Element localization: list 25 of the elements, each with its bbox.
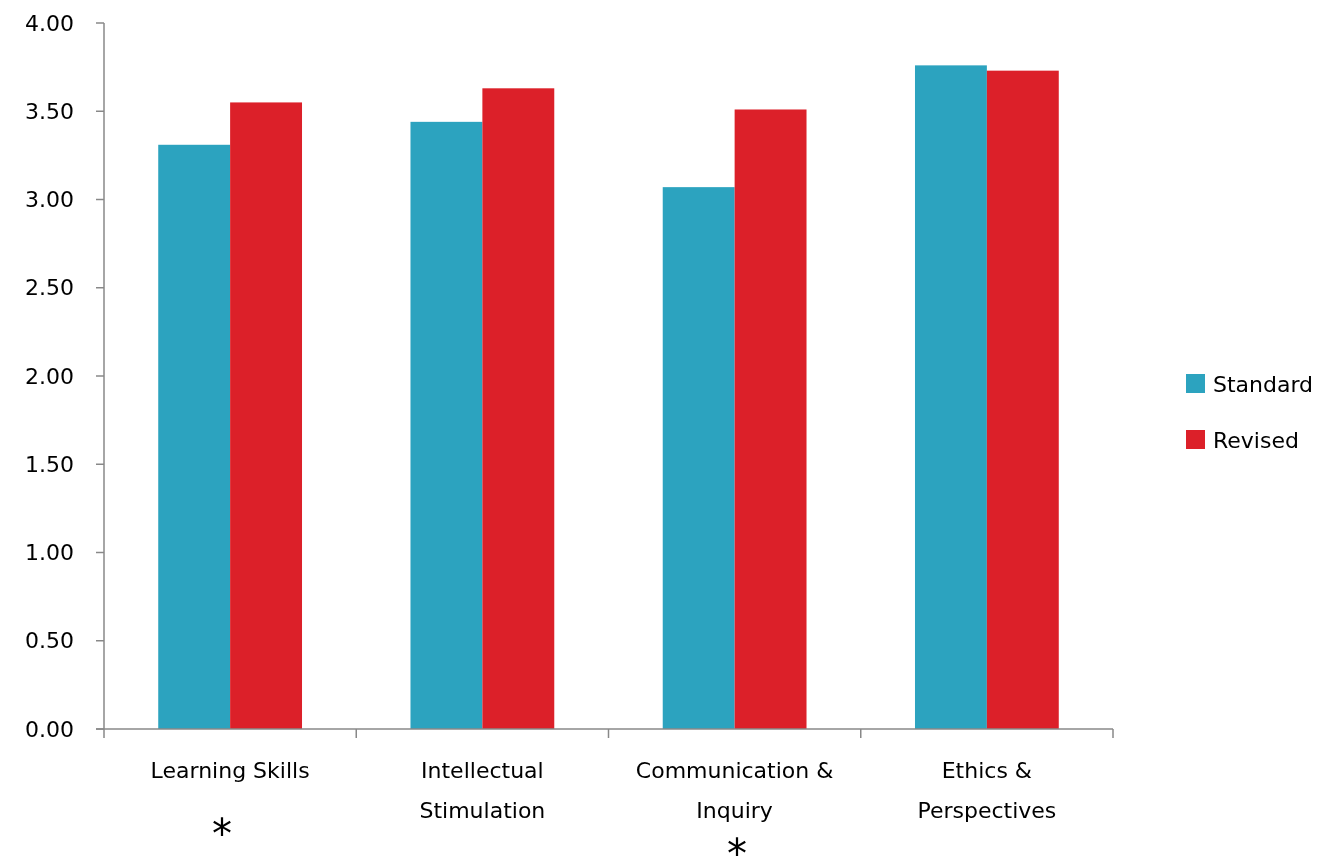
bar bbox=[914, 65, 987, 729]
y-tick-label: 3.00 bbox=[25, 187, 74, 213]
text: * bbox=[212, 811, 232, 857]
y-tick-label: 4.00 bbox=[25, 10, 74, 36]
bar bbox=[662, 187, 735, 729]
x-tick-label: Intellectual Stimulation bbox=[419, 758, 546, 823]
text: * bbox=[727, 831, 747, 864]
y-tick-label: 0.00 bbox=[25, 716, 74, 742]
bar bbox=[482, 88, 555, 729]
bar bbox=[230, 102, 303, 729]
bar bbox=[734, 109, 807, 729]
y-tick-label: 1.00 bbox=[25, 540, 74, 566]
y-tick-label: 3.50 bbox=[25, 98, 74, 124]
y-tick-label: 0.50 bbox=[25, 628, 74, 654]
bar bbox=[410, 121, 483, 729]
legend-label: Standard bbox=[1213, 371, 1314, 397]
bar bbox=[158, 144, 231, 729]
x-tick-label: Ethics & Perspectives bbox=[917, 758, 1057, 823]
y-tick-label: 1.50 bbox=[25, 451, 74, 477]
bar bbox=[986, 70, 1059, 729]
legend-label: Revised bbox=[1213, 427, 1299, 453]
y-tick-label: 2.00 bbox=[25, 363, 74, 389]
x-tick-label: Communication & Inquiry bbox=[635, 758, 834, 823]
x-tick-label: Learning Skills bbox=[150, 758, 310, 783]
y-tick-label: 2.50 bbox=[25, 275, 74, 301]
